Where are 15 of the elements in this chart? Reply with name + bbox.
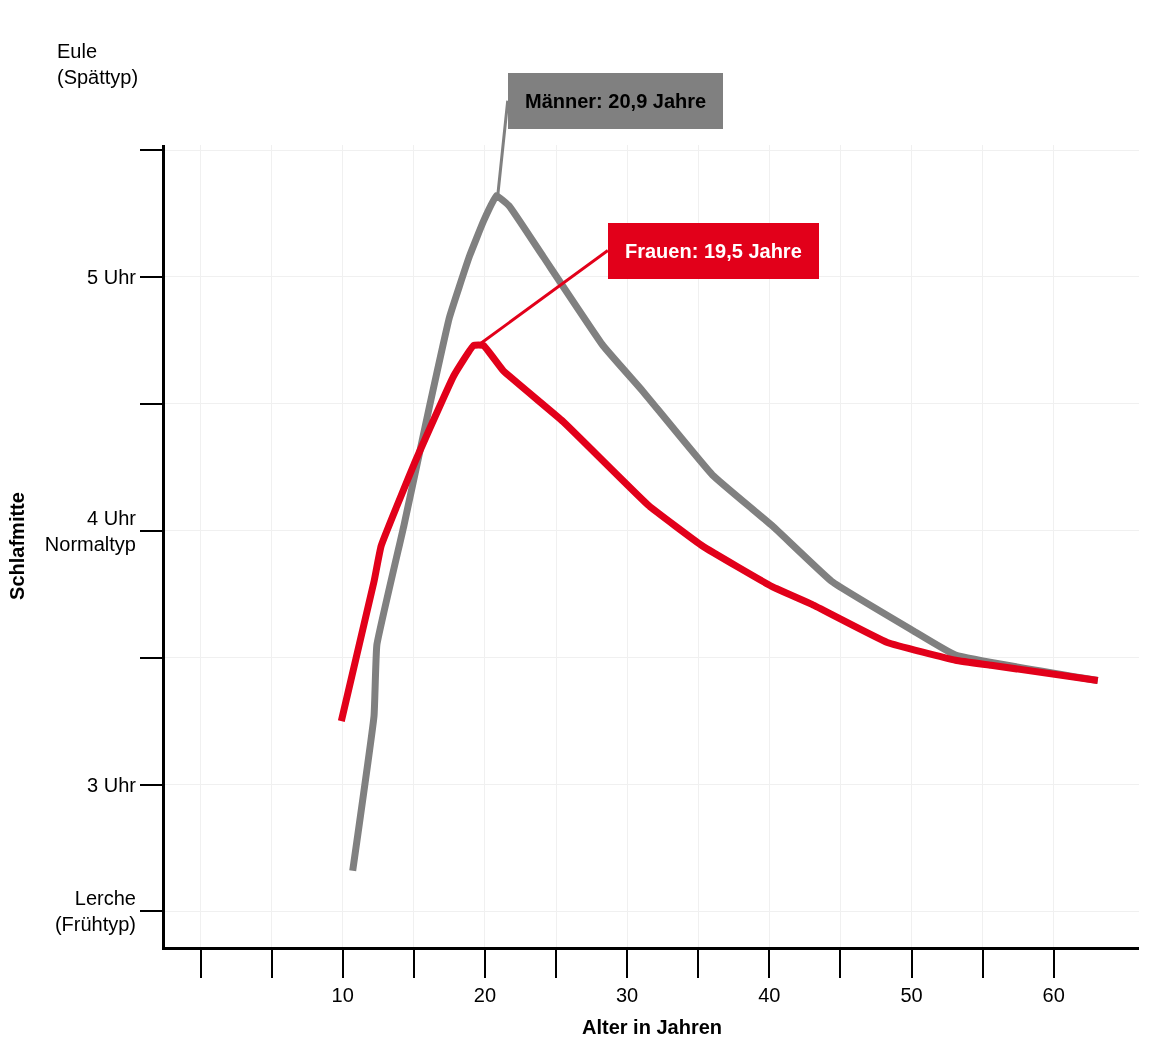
x-tick-label: 60 [1042, 984, 1065, 1006]
text: Eule (Spättyp) [57, 40, 139, 88]
y-tick-label: 4 Uhr Normaltyp [44, 506, 137, 555]
x-tick-label: 10 [331, 984, 354, 1006]
x-tick-label: 20 [473, 984, 497, 1006]
y-tick-label: 3 Uhr [87, 773, 137, 796]
annotation: Männer: 20,9 Jahre [525, 90, 707, 112]
x-tick-label: 50 [900, 984, 923, 1006]
annotation: Frauen: 19,5 Jahre [625, 240, 802, 262]
x-axis-title: Alter in Jahren [581, 1015, 723, 1038]
x-tick-label: 30 [615, 984, 639, 1006]
y-tick-label: 5 Uhr [87, 265, 137, 288]
y-axis-title: Schlafmitte [6, 492, 29, 600]
x-tick-label: 40 [758, 984, 781, 1006]
y-tick-label: Lerche (Frühtyp) [54, 887, 136, 936]
